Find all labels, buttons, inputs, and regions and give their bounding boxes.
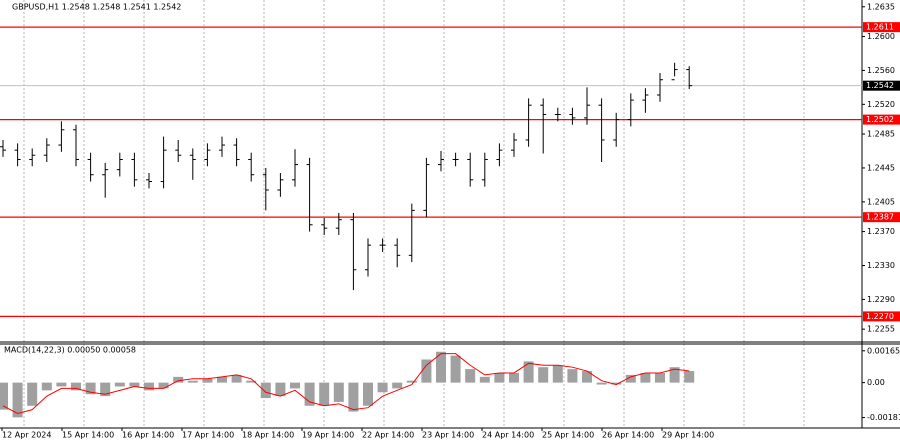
x-tick-label: 17 Apr 14:00 <box>182 431 234 440</box>
macd-bar <box>684 371 695 383</box>
macd-bar <box>85 382 96 395</box>
macd-bar <box>465 369 476 383</box>
macd-bar <box>479 376 490 383</box>
macd-bar <box>669 367 680 383</box>
last-price-box <box>863 80 900 91</box>
x-tick-label: 23 Apr 14:00 <box>422 431 474 440</box>
macd-bar <box>260 382 271 399</box>
macd-bar <box>246 380 257 383</box>
signal-line <box>2 353 690 415</box>
macd-bar <box>494 372 505 383</box>
macd-bar <box>625 374 636 383</box>
macd-bar <box>406 380 417 383</box>
y-tick-label: 1.2600 <box>867 32 895 41</box>
macd-bar <box>523 361 534 383</box>
macd-bar <box>202 378 213 383</box>
macd-bar <box>56 382 67 387</box>
y-tick-label: 1.2255 <box>867 325 895 334</box>
y-tick-label: 1.2560 <box>867 66 895 75</box>
x-tick-label: 29 Apr 14:00 <box>662 431 714 440</box>
y-tick-label: 1.2330 <box>867 261 895 270</box>
macd-bar <box>187 380 198 383</box>
macd-bar <box>377 382 388 393</box>
macd-bar <box>392 382 403 389</box>
macd-bar <box>596 382 607 385</box>
x-tick-label: 26 Apr 14:00 <box>602 431 654 440</box>
macd-bar <box>319 382 330 406</box>
macd-bar <box>290 382 300 389</box>
y-tick-label: 1.2405 <box>867 197 895 206</box>
y-tick-label: -0.00181 <box>867 413 900 422</box>
macd-bar <box>640 372 651 383</box>
level-label: 1.2387 <box>866 213 894 222</box>
x-tick-label: 12 Apr 2024 <box>2 431 51 440</box>
x-tick-label: 18 Apr 14:00 <box>242 431 294 440</box>
macd-bar <box>333 382 344 402</box>
macd-bar <box>41 382 52 391</box>
level-box <box>863 311 900 322</box>
macd-bar <box>348 382 359 412</box>
macd-bar <box>538 367 549 383</box>
macd-bar <box>582 371 592 383</box>
macd-bar <box>611 382 622 385</box>
y-tick-label: 1.2370 <box>867 227 895 236</box>
macd-bar <box>436 351 446 383</box>
macd-bar <box>655 372 665 383</box>
macd-bar <box>275 382 286 397</box>
level-label: 1.2502 <box>866 115 894 124</box>
level-box <box>863 212 900 223</box>
macd-bar <box>450 355 461 383</box>
y-tick-label: 1.2445 <box>867 163 895 172</box>
macd-bar <box>217 376 227 383</box>
macd-bar <box>552 365 563 383</box>
y-tick-label: 1.2520 <box>867 100 895 109</box>
macd-bar <box>567 369 578 383</box>
macd-bar <box>173 376 184 383</box>
macd-bar <box>129 382 140 387</box>
macd-title: MACD(14,22,3) 0.00050 0.00058 <box>4 346 136 355</box>
x-tick-label: 19 Apr 14:00 <box>302 431 354 440</box>
level-label: 1.2270 <box>866 312 894 321</box>
macd-bar <box>12 382 23 418</box>
x-tick-label: 16 Apr 14:00 <box>122 431 174 440</box>
y-tick-label: 1.2290 <box>867 295 895 304</box>
y-tick-label: 1.2635 <box>867 2 895 11</box>
y-tick-label: 1.2485 <box>867 130 895 139</box>
x-tick-label: 25 Apr 14:00 <box>542 431 594 440</box>
level-box <box>863 22 900 33</box>
macd-bar <box>421 359 432 383</box>
macd-bar <box>158 382 169 389</box>
y-tick-label: 0.00 <box>867 378 885 387</box>
macd-bar <box>0 382 8 410</box>
x-tick-label: 22 Apr 14:00 <box>362 431 414 440</box>
macd-bar <box>114 382 125 387</box>
last-price-label: 1.2542 <box>866 81 894 90</box>
chart-title: GBPUSD,H1 1.2548 1.2548 1.2541 1.2542 <box>12 3 181 12</box>
level-box <box>863 114 900 125</box>
macd-bar <box>27 382 38 406</box>
macd-bar <box>304 382 315 406</box>
macd-bar <box>509 372 519 383</box>
macd-bar <box>100 382 111 397</box>
level-label: 1.2611 <box>866 23 894 32</box>
x-tick-label: 24 Apr 14:00 <box>482 431 534 440</box>
macd-bar <box>231 374 242 383</box>
macd-bar <box>363 382 373 406</box>
macd-bar <box>71 382 81 391</box>
macd-bar <box>144 382 154 391</box>
y-tick-label: 0.00165 <box>867 346 900 355</box>
x-tick-label: 15 Apr 14:00 <box>62 431 114 440</box>
